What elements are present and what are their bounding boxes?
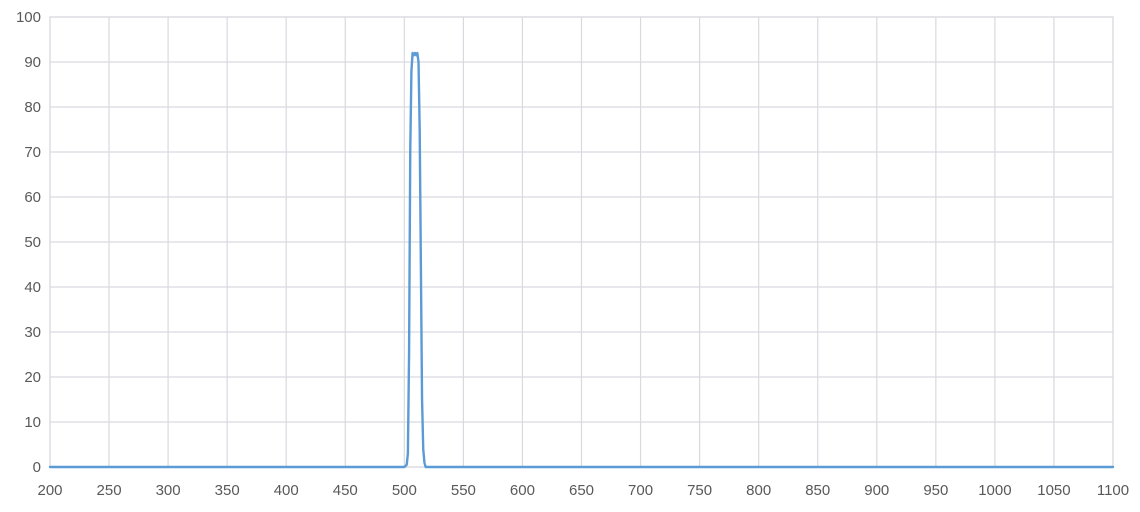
x-tick-label: 800 [746, 482, 771, 499]
grid [49, 16, 1114, 468]
y-tick-label: 40 [24, 279, 41, 296]
x-tick-label: 700 [628, 482, 653, 499]
x-tick-label: 900 [864, 482, 889, 499]
y-tick-label: 30 [24, 324, 41, 341]
y-tick-label: 70 [24, 144, 41, 161]
y-tick-label: 10 [24, 414, 41, 431]
x-tick-label: 250 [97, 482, 122, 499]
x-tick-label: 350 [215, 482, 240, 499]
y-tick-label: 60 [24, 189, 41, 206]
x-tick-label: 500 [392, 482, 417, 499]
x-tick-label: 1050 [1037, 482, 1070, 499]
y-tick-label: 80 [24, 99, 41, 116]
x-tick-label: 550 [451, 482, 476, 499]
x-tick-label: 400 [274, 482, 299, 499]
x-tick-label: 600 [510, 482, 535, 499]
y-tick-label: 100 [16, 9, 41, 26]
x-tick-label: 650 [569, 482, 594, 499]
y-axis-tick-labels: 0 10 20 30 40 50 60 70 80 90 100 [16, 9, 41, 476]
x-tick-label: 300 [156, 482, 181, 499]
x-tick-label: 750 [687, 482, 712, 499]
series-layer [48, 51, 1115, 469]
y-tick-label: 0 [33, 459, 41, 476]
y-tick-label: 50 [24, 234, 41, 251]
x-tick-label: 200 [37, 482, 62, 499]
y-tick-label: 20 [24, 369, 41, 386]
x-tick-label: 450 [333, 482, 358, 499]
x-tick-label: 1000 [978, 482, 1011, 499]
x-tick-label: 850 [805, 482, 830, 499]
x-tick-label: 1100 [1097, 482, 1129, 499]
x-tick-label: 950 [923, 482, 948, 499]
y-tick-label: 90 [24, 54, 41, 71]
x-axis-tick-labels: 200 250 300 350 400 450 500 550 600 650 700 750 800 8… [37, 482, 1129, 499]
